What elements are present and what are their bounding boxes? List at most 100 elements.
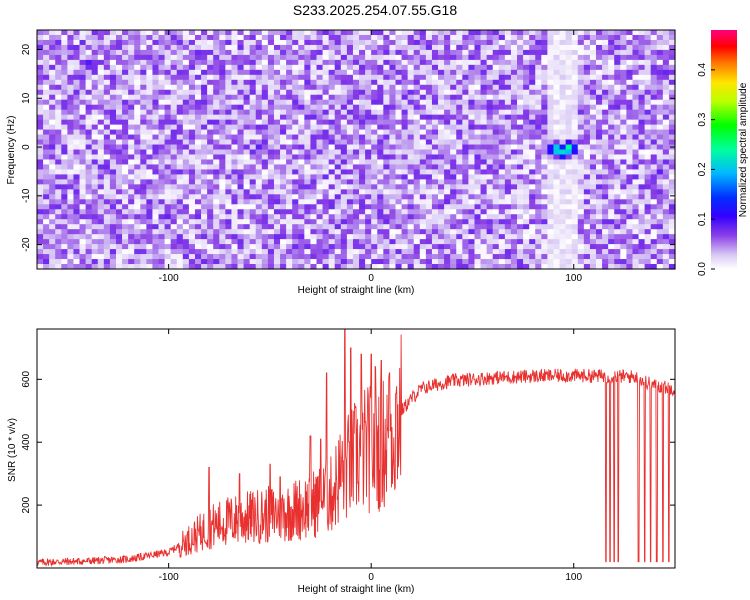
- heatmap-cell: [656, 44, 664, 51]
- heatmap-cell: [517, 119, 524, 126]
- heatmap-cell: [146, 114, 154, 121]
- heatmap-cell: [431, 209, 439, 215]
- heatmap-cell: [450, 34, 457, 41]
- heatmap-cell: [608, 229, 615, 235]
- heatmap-cell: [225, 254, 233, 260]
- heatmap-cell: [103, 189, 111, 195]
- heatmap-cell: [146, 49, 154, 56]
- heatmap-cell: [328, 84, 336, 91]
- heatmap-cell: [547, 69, 555, 76]
- heatmap-cell: [164, 154, 172, 161]
- heatmap-cell: [662, 169, 670, 175]
- heatmap-cell: [359, 204, 366, 210]
- heatmap-cell: [286, 134, 293, 141]
- heatmap-cell: [589, 129, 597, 136]
- heatmap-cell: [535, 79, 542, 86]
- heatmap-cell: [85, 214, 93, 220]
- heatmap-cell: [389, 159, 397, 166]
- heatmap-cell: [523, 109, 530, 116]
- heatmap-cell: [182, 209, 190, 215]
- heatmap-cell: [504, 234, 512, 240]
- heatmap-cell: [61, 174, 68, 180]
- heatmap-cell: [510, 59, 518, 66]
- heatmap-cell: [559, 264, 567, 270]
- heatmap-cell: [620, 124, 627, 131]
- heatmap-cell: [486, 49, 494, 56]
- heatmap-cell: [474, 54, 482, 61]
- heatmap-cell: [456, 134, 463, 141]
- heatmap-cell: [55, 259, 62, 265]
- heatmap-cell: [517, 154, 524, 161]
- heatmap-cell: [91, 34, 99, 41]
- heatmap-cell: [188, 124, 196, 131]
- heatmap-cell: [547, 134, 555, 141]
- heatmap-cell: [91, 149, 99, 156]
- heatmap-cell: [571, 159, 579, 166]
- heatmap-cell: [486, 114, 494, 121]
- heatmap-cell: [644, 249, 652, 255]
- heatmap-cell: [413, 164, 421, 171]
- heatmap-cell: [73, 84, 81, 91]
- heatmap-cell: [134, 30, 141, 36]
- heatmap-cell: [146, 59, 154, 66]
- heatmap-cell: [188, 254, 196, 260]
- heatmap-cell: [249, 134, 257, 141]
- heatmap-cell: [267, 119, 275, 126]
- heatmap-cell: [486, 94, 494, 101]
- heatmap-cell: [91, 154, 99, 161]
- heatmap-cell: [401, 54, 409, 61]
- heatmap-cell: [152, 124, 160, 131]
- heatmap-cell: [438, 109, 445, 116]
- heatmap-cell: [255, 229, 263, 235]
- heatmap-cell: [498, 244, 506, 250]
- heatmap-cell: [620, 159, 627, 166]
- heatmap-cell: [644, 234, 652, 240]
- heatmap-cell: [644, 69, 652, 76]
- heatmap-cell: [656, 239, 664, 245]
- heatmap-cell: [231, 104, 239, 111]
- heatmap-cell: [49, 194, 56, 200]
- heatmap-cell: [201, 249, 208, 255]
- heatmap-cell: [316, 169, 324, 175]
- heatmap-cell: [122, 174, 129, 180]
- heatmap-cell: [37, 249, 44, 255]
- heatmap-cell: [225, 239, 233, 245]
- heatmap-cell: [650, 74, 658, 81]
- heatmap-cell: [462, 254, 470, 260]
- heatmap-cell: [164, 104, 172, 111]
- heatmap-cell: [535, 49, 542, 56]
- heatmap-cell: [109, 109, 117, 116]
- heatmap-cell: [571, 219, 579, 225]
- heatmap-cell: [43, 239, 50, 245]
- heatmap-cell: [547, 119, 555, 126]
- heatmap-cell: [85, 74, 93, 81]
- heatmap-cell: [91, 124, 99, 131]
- heatmap-cell: [43, 249, 50, 255]
- heatmap-cell: [140, 74, 147, 81]
- heatmap-cell: [589, 149, 597, 156]
- heatmap-cell: [553, 239, 561, 245]
- heatmap-cell: [474, 104, 482, 111]
- heatmap-cell: [225, 94, 233, 101]
- heatmap-cell: [194, 254, 202, 260]
- heatmap-cell: [577, 149, 585, 156]
- heatmap-cell: [517, 219, 524, 225]
- heatmap-cell: [91, 79, 99, 86]
- heatmap-cell: [565, 184, 573, 190]
- heatmap-cell: [401, 104, 409, 111]
- heatmap-cell: [273, 239, 281, 245]
- heatmap-cell: [231, 129, 239, 136]
- heatmap-cell: [583, 30, 591, 36]
- heatmap-cell: [650, 54, 658, 61]
- heatmap-cell: [608, 149, 615, 156]
- heatmap-cell: [243, 259, 251, 265]
- heatmap-cell: [280, 69, 287, 76]
- heatmap-cell: [492, 194, 500, 200]
- heatmap-cell: [170, 169, 178, 175]
- heatmap-cell: [589, 84, 597, 91]
- heatmap-cell: [255, 89, 263, 96]
- heatmap-cell: [213, 219, 220, 225]
- heatmap-cell: [164, 94, 172, 101]
- heatmap-cell: [450, 89, 457, 96]
- heatmap-cell: [316, 59, 324, 66]
